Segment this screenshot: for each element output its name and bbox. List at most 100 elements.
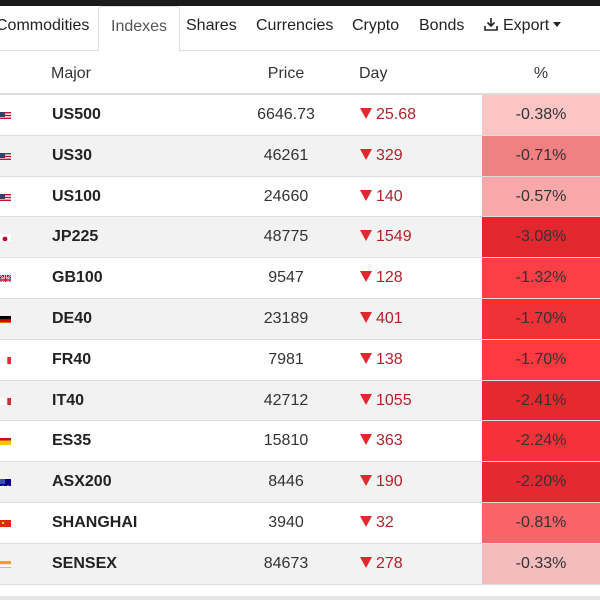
percent-change-cell: -2.41%: [482, 380, 600, 421]
price-cell: 84673: [263, 554, 309, 572]
percent-change-cell: -1.32%: [482, 258, 600, 298]
japan-flag-icon: [0, 231, 11, 242]
tab-currencies[interactable]: Currencies: [256, 17, 334, 34]
down-arrow-icon: [360, 271, 372, 283]
header-major[interactable]: Major: [51, 65, 92, 82]
top-bar: [0, 0, 600, 6]
header-pct[interactable]: %: [533, 65, 549, 82]
bottom-border: [0, 596, 600, 600]
index-table: US500 6646.73 25.68 -0.38% US30 46261 329 -0.71…: [0, 95, 600, 585]
tab-shares[interactable]: Shares: [186, 17, 237, 34]
day-change-value: 140: [376, 187, 403, 205]
day-change-value: 25.68: [376, 106, 417, 123]
table-row[interactable]: FR40 7981 138 -1.70%: [0, 339, 600, 381]
table-header: Major Price Day %: [0, 52, 600, 95]
day-change-cell: 32: [360, 503, 394, 543]
symbol-cell[interactable]: GB100: [52, 269, 103, 287]
symbol-cell[interactable]: ASX200: [52, 473, 112, 491]
germany-flag-icon: [0, 313, 11, 323]
day-change-value: 138: [376, 350, 403, 368]
export-label: Export: [503, 17, 550, 34]
day-change-cell: 190: [360, 462, 403, 502]
spain-flag-icon: [0, 435, 11, 446]
us-flag-icon: [0, 150, 11, 160]
percent-change-cell: -2.24%: [482, 421, 600, 462]
percent-change-cell: -2.20%: [482, 462, 600, 502]
table-row[interactable]: US100 24660 140 -0.57%: [0, 176, 600, 218]
day-change-value: 1055: [376, 391, 412, 409]
symbol-cell[interactable]: US500: [52, 106, 101, 123]
table-row[interactable]: GB100 9547 128 -1.32%: [0, 258, 600, 299]
day-change-value: 401: [376, 309, 403, 327]
symbol-cell[interactable]: IT40: [52, 391, 85, 409]
tab-crypto[interactable]: Crypto: [352, 17, 400, 34]
price-cell: 24660: [263, 187, 309, 205]
tab-bonds[interactable]: Bonds: [419, 17, 465, 34]
chevron-down-icon: [553, 22, 562, 27]
france-flag-icon: [0, 354, 11, 364]
down-arrow-icon: [360, 189, 372, 201]
down-arrow-icon: [360, 230, 372, 242]
header-day[interactable]: Day: [359, 65, 388, 82]
tab-indexes[interactable]: Indexes: [98, 6, 181, 52]
symbol-cell[interactable]: US100: [52, 187, 101, 205]
export-button[interactable]: Export: [483, 6, 562, 51]
table-row[interactable]: DE40 23189 401 -1.70%: [0, 298, 600, 340]
percent-change-cell: -1.70%: [482, 298, 600, 339]
symbol-cell[interactable]: SENSEX: [52, 554, 117, 572]
table-row[interactable]: SHANGHAI 3940 32 -0.81%: [0, 502, 600, 544]
tab-bar: Commodities Indexes Shares Currencies Cr…: [0, 6, 600, 52]
india-flag-icon: [0, 558, 11, 568]
table-row[interactable]: ES35 15810 363 -2.24%: [0, 421, 600, 463]
down-arrow-icon: [360, 393, 372, 405]
uk-flag-icon: [0, 272, 11, 283]
table-row[interactable]: IT40 42712 1055 -2.41%: [0, 380, 600, 422]
day-change-value: 329: [376, 146, 403, 164]
table-row[interactable]: US30 46261 329 -0.71%: [0, 135, 600, 177]
percent-change-cell: -0.81%: [482, 502, 600, 543]
day-change-value: 128: [376, 269, 403, 287]
symbol-cell[interactable]: DE40: [52, 309, 93, 327]
day-change-cell: 278: [360, 544, 403, 584]
symbol-cell[interactable]: SHANGHAI: [52, 513, 138, 531]
down-arrow-icon: [360, 515, 372, 527]
table-row[interactable]: SENSEX 84673 278 -0.33%: [0, 543, 600, 585]
price-cell: 23189: [263, 309, 309, 327]
day-change-cell: 1055: [360, 381, 412, 421]
down-arrow-icon: [360, 311, 372, 323]
header-price[interactable]: Price: [267, 65, 305, 82]
day-change-cell: 401: [360, 299, 403, 339]
percent-change-cell: -0.57%: [482, 176, 600, 217]
day-change-value: 278: [376, 554, 403, 572]
day-change-cell: 25.68: [360, 95, 416, 135]
day-change-cell: 363: [360, 421, 403, 461]
down-arrow-icon: [360, 556, 372, 568]
italy-flag-icon: [0, 395, 11, 405]
down-arrow-icon: [360, 352, 372, 364]
price-cell: 9547: [268, 269, 304, 287]
day-change-cell: 329: [360, 136, 403, 176]
tab-commodities[interactable]: Commodities: [0, 17, 90, 34]
down-arrow-icon: [360, 475, 372, 487]
percent-change-cell: -0.33%: [482, 543, 600, 584]
symbol-cell[interactable]: JP225: [52, 228, 99, 246]
symbol-cell[interactable]: ES35: [52, 432, 92, 450]
price-cell: 3940: [268, 513, 304, 531]
percent-change-cell: -0.71%: [482, 135, 600, 176]
day-change-cell: 128: [360, 258, 403, 298]
percent-change-cell: -0.38%: [482, 95, 600, 135]
percent-change-cell: -1.70%: [482, 339, 600, 380]
day-change-cell: 1549: [360, 217, 412, 257]
day-change-cell: 138: [360, 340, 403, 380]
down-arrow-icon: [360, 108, 372, 119]
table-row[interactable]: US500 6646.73 25.68 -0.38%: [0, 95, 600, 136]
table-row[interactable]: JP225 48775 1549 -3.08%: [0, 217, 600, 259]
china-flag-icon: [0, 517, 11, 527]
symbol-cell[interactable]: US30: [52, 146, 93, 164]
symbol-cell[interactable]: FR40: [52, 350, 92, 368]
download-icon: [484, 18, 498, 31]
percent-change-cell: -3.08%: [482, 217, 600, 258]
down-arrow-icon: [360, 148, 372, 160]
table-row[interactable]: ASX200 8446 190 -2.20%: [0, 462, 600, 503]
day-change-value: 190: [376, 473, 403, 491]
